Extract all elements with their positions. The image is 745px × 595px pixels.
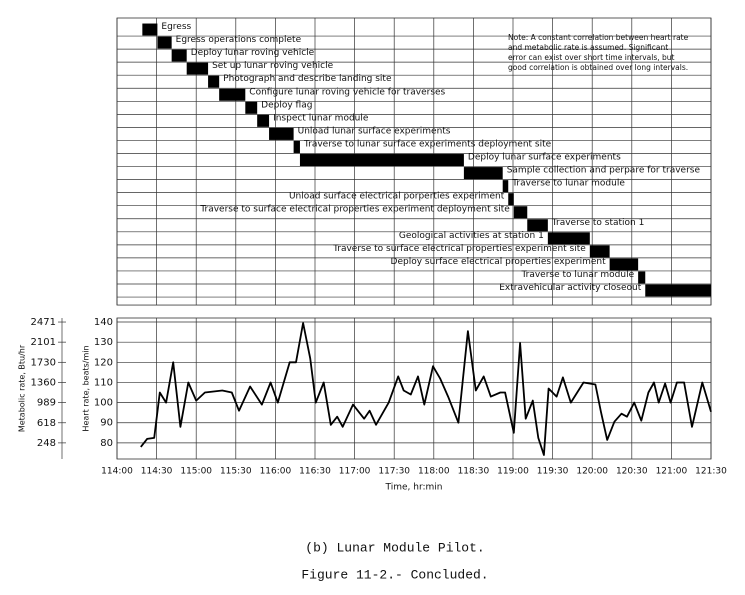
task-label: Photograph and describe landing site bbox=[223, 74, 392, 84]
task-bar bbox=[269, 127, 294, 140]
x-tick-label: 118:30 bbox=[458, 467, 490, 477]
y-tick-label: 130 bbox=[94, 337, 113, 348]
task-label: Deploy lunar surface experiments bbox=[468, 153, 621, 163]
task-label: Traverse to lunar surface experiments de… bbox=[303, 139, 552, 149]
caption: (b) Lunar Module Pilot. bbox=[305, 540, 484, 555]
y2-tick-label: 2101 bbox=[31, 337, 56, 348]
y-axis-label: Heart rate, beats/min bbox=[82, 345, 91, 431]
task-label: Unload lunar surface experiments bbox=[298, 126, 451, 136]
y-tick-label: 100 bbox=[94, 398, 113, 409]
task-label: Geological activities at station 1 bbox=[399, 231, 544, 241]
heart-rate-line bbox=[140, 322, 712, 456]
y-tick-label: 110 bbox=[94, 377, 113, 388]
x-tick-label: 115:00 bbox=[180, 467, 212, 477]
task-bar bbox=[502, 180, 509, 193]
task-bar bbox=[299, 154, 464, 167]
task-label: Sample collection and perpare for traver… bbox=[507, 166, 701, 176]
y-tick-label: 90 bbox=[100, 418, 113, 429]
x-tick-label: 120:30 bbox=[616, 467, 648, 477]
x-tick-label: 120:00 bbox=[576, 467, 608, 477]
task-label: Egress operations complete bbox=[176, 35, 302, 45]
note-text: error can exist over short time interval… bbox=[508, 53, 675, 62]
x-tick-label: 118:00 bbox=[418, 467, 450, 477]
note-text: and metabolic rate is assumed. Significa… bbox=[508, 43, 668, 52]
y2-tick-label: 1730 bbox=[31, 357, 56, 368]
x-tick-label: 121:00 bbox=[656, 467, 688, 477]
task-label: Deploy lunar roving vehicle bbox=[191, 48, 315, 58]
y2-tick-label: 618 bbox=[37, 418, 56, 429]
x-tick-label: 114:00 bbox=[101, 467, 133, 477]
y2-axis-label: Metabolic rate, Btu/hr bbox=[18, 344, 27, 432]
x-tick-label: 114:30 bbox=[141, 467, 173, 477]
task-bar bbox=[609, 258, 639, 271]
x-tick-label: 121:30 bbox=[695, 467, 727, 477]
task-bar bbox=[257, 114, 270, 127]
x-tick-label: 117:00 bbox=[339, 467, 371, 477]
task-bar bbox=[513, 206, 528, 219]
task-label: Extravehicular activity closeout bbox=[499, 283, 641, 293]
task-bar bbox=[589, 245, 610, 258]
task-bar bbox=[171, 49, 187, 62]
x-tick-label: 119:30 bbox=[537, 467, 569, 477]
task-label: Traverse to lunar module bbox=[520, 270, 634, 280]
task-bar bbox=[547, 232, 590, 245]
y-tick-label: 80 bbox=[100, 438, 113, 449]
task-bar bbox=[245, 101, 258, 114]
task-label: Traverse to lunar module bbox=[511, 179, 625, 189]
task-bar bbox=[527, 219, 548, 232]
y2-tick-label: 989 bbox=[37, 398, 56, 409]
task-label: Traverse to station 1 bbox=[551, 218, 645, 228]
x-tick-label: 117:30 bbox=[378, 467, 410, 477]
y2-tick-label: 2471 bbox=[31, 317, 56, 328]
task-label: Configure lunar roving vehicle for trave… bbox=[249, 87, 445, 97]
task-bar bbox=[186, 62, 209, 75]
task-bar bbox=[157, 36, 172, 49]
y-tick-label: 120 bbox=[94, 357, 113, 368]
task-bar bbox=[638, 271, 646, 284]
task-bar bbox=[463, 167, 503, 180]
task-label: Egress bbox=[161, 22, 191, 32]
x-tick-label: 119:00 bbox=[497, 467, 529, 477]
note-text: good correlation is obtained over long i… bbox=[508, 63, 688, 72]
task-label: Deploy flag bbox=[261, 100, 312, 110]
task-bar bbox=[508, 193, 514, 206]
x-tick-label: 116:30 bbox=[299, 467, 331, 477]
task-bar bbox=[208, 75, 220, 88]
task-label: Inspect lunar module bbox=[273, 113, 369, 123]
task-label: Unload surface electrical porperties exp… bbox=[289, 192, 505, 202]
task-label: Deploy surface electrical properties exp… bbox=[391, 257, 607, 267]
y2-tick-label: 248 bbox=[37, 438, 56, 449]
note-text: Note: A constant correlation between hea… bbox=[508, 33, 689, 42]
x-tick-label: 116:00 bbox=[260, 467, 292, 477]
task-bar bbox=[645, 284, 711, 297]
task-bar bbox=[219, 88, 246, 101]
task-bar bbox=[293, 140, 300, 153]
caption: Figure 11-2.- Concluded. bbox=[301, 567, 488, 582]
x-axis-label: Time, hr:min bbox=[385, 483, 443, 493]
task-bar bbox=[142, 23, 158, 36]
task-label: Set up lunar roving vehicle bbox=[212, 61, 334, 71]
x-tick-label: 115:30 bbox=[220, 467, 252, 477]
task-label: Traverse to surface electrical propertie… bbox=[199, 205, 510, 215]
y-tick-label: 140 bbox=[94, 317, 113, 328]
y2-tick-label: 1360 bbox=[31, 377, 56, 388]
task-label: Traverse to surface electrical propertie… bbox=[332, 244, 586, 254]
